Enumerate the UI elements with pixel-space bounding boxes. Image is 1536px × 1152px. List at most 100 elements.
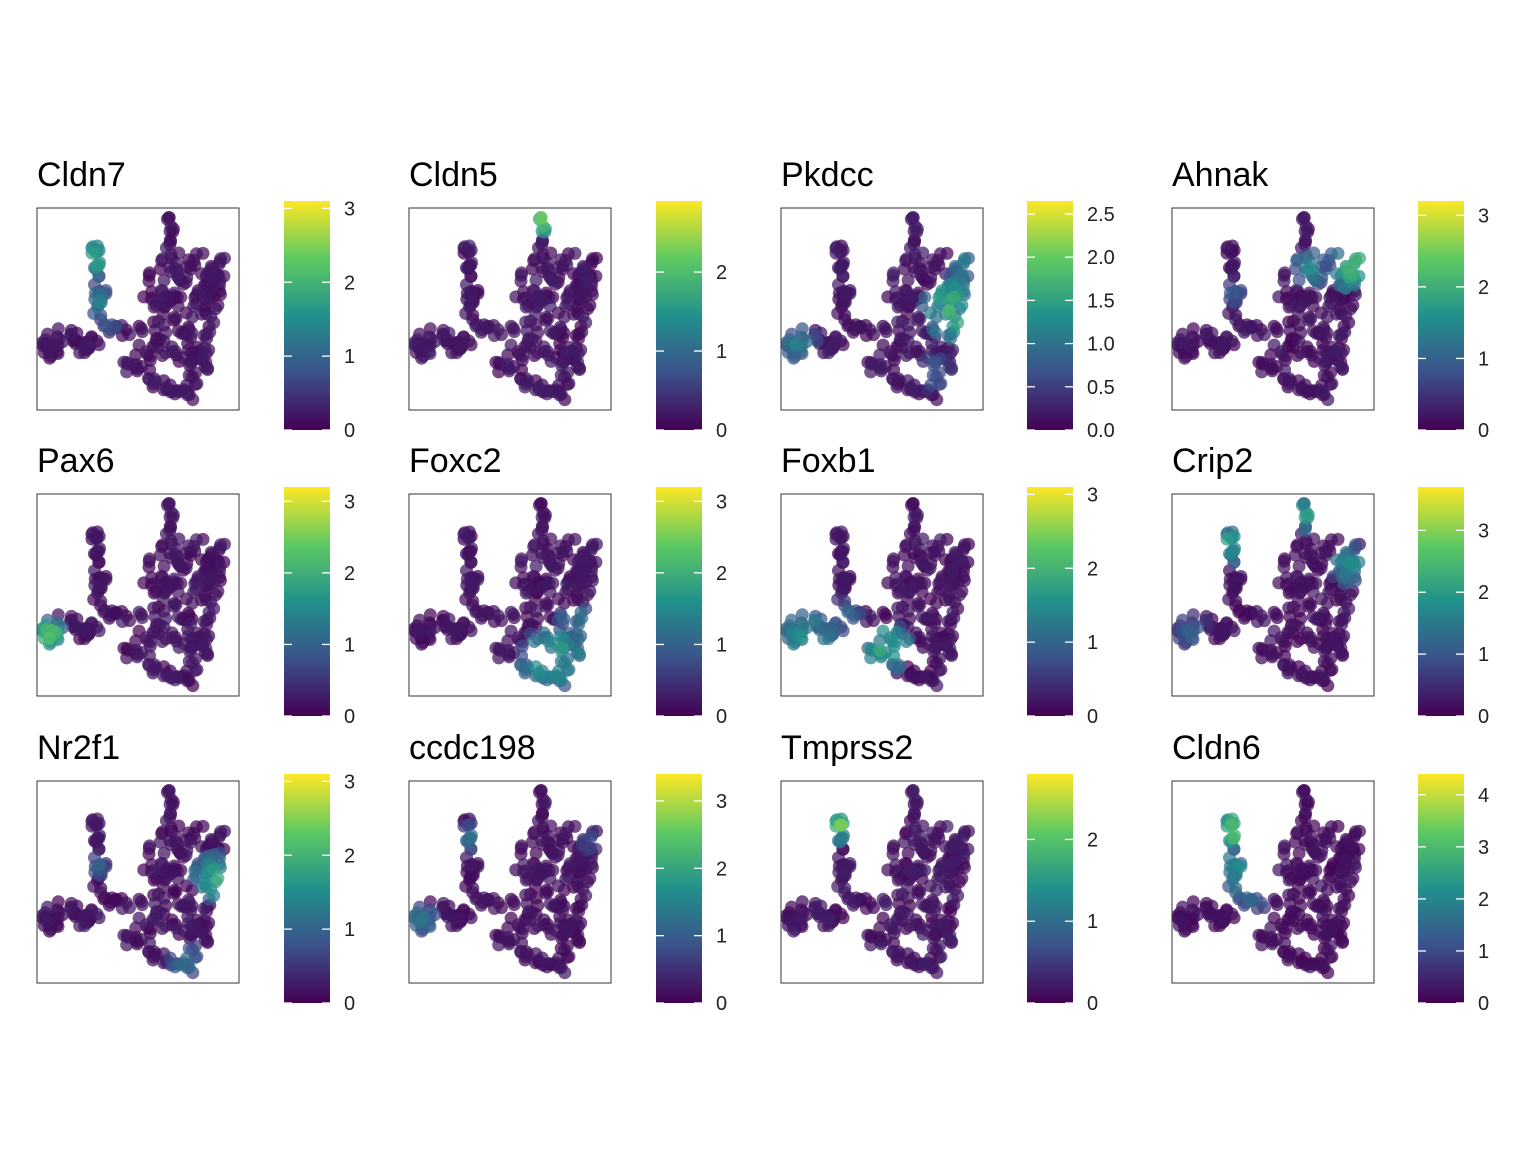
data-point	[1308, 559, 1322, 573]
panel-frame	[780, 493, 984, 697]
data-point	[423, 625, 437, 638]
data-point	[904, 955, 918, 969]
data-point	[519, 300, 533, 314]
colorbar-tick-label: 0	[1478, 993, 1489, 1015]
data-point	[918, 863, 932, 877]
colorbar-tick-label: 1	[1087, 911, 1098, 933]
data-point	[926, 609, 940, 622]
data-point	[1250, 605, 1264, 618]
data-point	[534, 211, 548, 225]
panel-title: Nr2f1	[37, 729, 120, 767]
data-point	[163, 260, 177, 274]
data-point	[1272, 863, 1286, 877]
data-point	[543, 324, 557, 338]
colorbar-tick-label: 1	[1478, 941, 1489, 963]
data-point	[846, 898, 860, 912]
colorbar-gradient	[284, 774, 330, 1003]
data-point	[1255, 365, 1269, 379]
data-point	[157, 273, 171, 287]
data-point	[916, 927, 930, 941]
data-point	[1199, 328, 1213, 342]
data-point	[546, 846, 560, 860]
colorbar: 0 1 2	[656, 201, 727, 442]
data-point	[901, 846, 915, 860]
data-point	[1269, 608, 1283, 621]
data-point	[1290, 922, 1304, 935]
data-point	[149, 375, 163, 388]
data-point	[1318, 644, 1332, 658]
data-point	[951, 889, 965, 903]
data-point	[159, 346, 173, 360]
data-point	[153, 835, 167, 849]
data-point	[121, 357, 135, 371]
data-point	[90, 620, 104, 634]
data-point	[1324, 820, 1338, 834]
data-point	[1292, 334, 1306, 348]
data-point	[571, 850, 585, 864]
data-point	[142, 658, 156, 672]
data-point	[85, 814, 99, 828]
data-point	[1328, 917, 1342, 931]
scatter-points	[37, 211, 231, 407]
data-point	[436, 896, 450, 910]
data-point	[1304, 262, 1318, 276]
data-point	[891, 873, 905, 887]
data-point	[908, 807, 922, 821]
data-point	[199, 632, 213, 646]
data-point	[1282, 377, 1296, 391]
data-point	[575, 611, 589, 625]
data-point	[543, 299, 557, 313]
data-point	[918, 958, 931, 972]
data-point	[943, 641, 957, 655]
data-point	[1229, 313, 1243, 327]
data-point	[1264, 357, 1278, 371]
data-point	[1175, 336, 1188, 350]
data-point	[944, 857, 958, 871]
colorbar-tick-label: 3	[1478, 205, 1489, 227]
data-point	[462, 620, 476, 634]
data-point	[204, 832, 218, 846]
data-point	[527, 635, 541, 648]
data-point	[164, 219, 178, 233]
data-point	[568, 819, 582, 833]
colorbar-tick-label: 2	[716, 858, 727, 880]
scatter-points	[781, 497, 975, 693]
data-point	[1276, 348, 1290, 362]
data-point	[903, 919, 917, 933]
data-point	[1324, 533, 1338, 547]
data-point	[204, 571, 218, 585]
data-point	[1263, 646, 1277, 660]
colorbar-tick-label: 3	[716, 491, 727, 513]
colorbar-tick-label: 3	[1478, 520, 1489, 542]
data-point	[1340, 261, 1354, 275]
data-point	[583, 871, 597, 885]
data-point	[1300, 631, 1314, 645]
data-point	[1334, 873, 1348, 887]
data-point	[115, 615, 129, 628]
colorbar-tick-label: 2	[1478, 889, 1489, 911]
colorbar: 0.0 0.5 1.0 1.5 2.0 2.5	[1027, 201, 1115, 442]
data-point	[836, 544, 850, 558]
data-point	[883, 918, 897, 932]
data-point	[1317, 368, 1331, 382]
scatter-points	[781, 784, 975, 980]
panel-title: Ahnak	[1172, 156, 1269, 194]
data-point	[461, 818, 475, 832]
colorbar-tick-label: 2	[1087, 829, 1098, 851]
data-point	[556, 545, 570, 559]
data-point	[159, 612, 173, 625]
data-point	[554, 673, 568, 687]
feature-panel-cldn5: Cldn5 0 1 2	[408, 156, 727, 442]
data-point	[574, 629, 588, 643]
data-point	[451, 912, 465, 926]
data-point	[873, 921, 887, 935]
data-point	[951, 316, 965, 330]
data-point	[1306, 872, 1320, 886]
data-point	[903, 863, 917, 877]
data-point	[900, 880, 914, 894]
data-point	[554, 387, 568, 401]
data-point	[1215, 908, 1228, 922]
data-point	[560, 577, 574, 591]
data-point	[182, 941, 196, 955]
data-point	[1316, 910, 1330, 923]
